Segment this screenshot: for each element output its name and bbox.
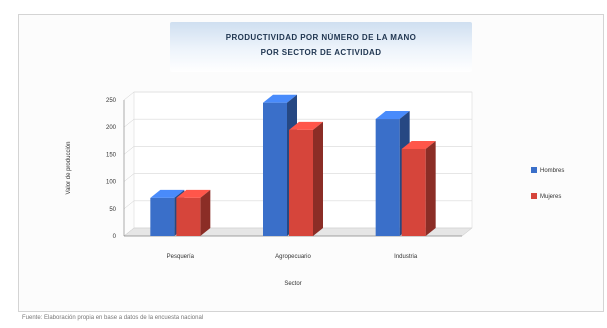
x-axis-title: Sector bbox=[284, 281, 301, 287]
bar-top bbox=[401, 140, 436, 149]
bar-side bbox=[313, 121, 323, 236]
bar-top bbox=[263, 94, 297, 103]
gridline-depth bbox=[123, 91, 135, 101]
y-tick-label: 250 bbox=[106, 98, 117, 104]
bar bbox=[263, 102, 287, 236]
gridline-depth bbox=[123, 173, 135, 182]
chart-title: PRODUCTIVIDAD POR NÚMERO DE LA MANO bbox=[225, 33, 417, 42]
legend-swatch bbox=[531, 167, 537, 173]
y-tick-label: 0 bbox=[113, 234, 117, 240]
bar bbox=[176, 197, 201, 236]
bar-top bbox=[150, 189, 185, 198]
legend-label: Mujeres bbox=[540, 194, 561, 200]
gridline-depth bbox=[123, 227, 135, 237]
x-tick-label: Pesquería bbox=[167, 254, 195, 260]
bar bbox=[289, 129, 313, 236]
legend-swatch bbox=[531, 193, 537, 199]
legend-label: Hombres bbox=[540, 168, 564, 174]
bar-top bbox=[375, 111, 410, 120]
y-axis-title: Valor de producción bbox=[66, 142, 72, 195]
source-note: Fuente: Elaboración propia en base a dat… bbox=[22, 315, 204, 321]
x-tick-label: Agropecuario bbox=[275, 254, 311, 260]
title-banner bbox=[170, 22, 472, 72]
bar-side bbox=[200, 189, 211, 236]
gridline-depth bbox=[123, 119, 135, 128]
y-tick-label: 50 bbox=[109, 207, 116, 213]
gridline-depth bbox=[123, 200, 135, 209]
bar-side bbox=[425, 140, 436, 236]
chart-subtitle: POR SECTOR DE ACTIVIDAD bbox=[260, 48, 382, 57]
bar bbox=[375, 119, 400, 236]
bar-top bbox=[176, 189, 211, 198]
x-tick-label: Industria bbox=[394, 254, 418, 260]
y-tick-label: 200 bbox=[106, 125, 117, 131]
y-tick-label: 150 bbox=[106, 152, 117, 158]
bar bbox=[401, 148, 426, 236]
gridline-depth bbox=[123, 146, 135, 155]
bar-top bbox=[289, 121, 323, 130]
bar bbox=[150, 197, 175, 236]
y-tick-label: 100 bbox=[106, 180, 117, 186]
